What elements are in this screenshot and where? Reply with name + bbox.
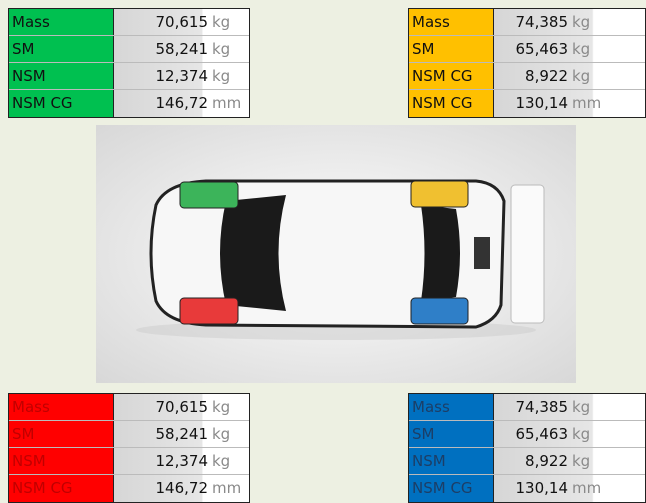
row-label: SM [409,421,494,447]
wheel-front-left [179,181,239,209]
row-label: NSM CG [9,90,114,117]
row-label: NSM [9,63,114,89]
table-row: NSM 12,374 kg [9,63,249,90]
value: 146,72 [155,479,209,497]
car-image [96,125,576,383]
table-row: NSM CG 146,72 mm [9,90,249,117]
value: 58,241 [155,40,209,58]
row-label: Mass [409,9,494,35]
row-label: NSM CG [409,475,494,502]
value-cell: 65,463 kg [494,36,645,62]
row-label: SM [9,421,114,447]
table-row: SM 65,463 kg [409,36,645,63]
unit: kg [212,67,231,85]
value: 65,463 [515,425,569,443]
unit: mm [572,94,602,112]
unit: kg [212,398,231,416]
value: 146,72 [155,94,209,112]
unit: kg [212,13,231,31]
value-cell: 70,615 kg [114,9,249,35]
table-row: Mass 70,615 kg [9,394,249,421]
unit: mm [212,94,242,112]
unit: kg [572,398,591,416]
value-cell: 12,374 kg [114,63,249,89]
table-row: Mass 74,385 kg [409,394,645,421]
vent [474,237,490,269]
unit: kg [572,425,591,443]
row-label: SM [9,36,114,62]
value-cell: 12,374 kg [114,448,249,474]
wheel-rear-left [410,297,469,325]
unit: kg [572,13,591,31]
row-label: NSM CG [9,475,114,502]
value-cell: 58,241 kg [114,36,249,62]
value-cell: 65,463 kg [494,421,645,447]
value: 58,241 [155,425,209,443]
rear-left-table: Mass 70,615 kg SM 58,241 kg NSM 12,374 kg NSM CG 1… [8,393,250,503]
unit: kg [572,67,591,85]
table-row: NSM 8,922 kg [409,448,645,475]
front-right-table: Mass 74,385 kg SM 65,463 kg NSM CG 8,922 kg NSM C… [408,8,646,118]
value-cell: 146,72 mm [114,475,249,502]
rear-right-table: Mass 74,385 kg SM 65,463 kg NSM 8,922 kg NSM CG 13… [408,393,646,503]
row-label: NSM CG [409,90,494,117]
table-row: SM 58,241 kg [9,421,249,448]
unit: kg [212,425,231,443]
table-row: NSM CG 8,922 kg [409,63,645,90]
value-cell: 74,385 kg [494,9,645,35]
value: 130,14 [515,479,569,497]
rear-window [421,205,460,301]
value: 70,615 [155,13,209,31]
value-cell: 130,14 mm [494,475,645,502]
row-label: NSM [409,448,494,474]
wheel-front-right [179,297,239,325]
table-row: NSM CG 130,14 mm [409,90,645,117]
value: 130,14 [515,94,569,112]
value-cell: 146,72 mm [114,90,249,117]
row-label: NSM [9,448,114,474]
row-label: Mass [9,394,114,420]
value-cell: 70,615 kg [114,394,249,420]
table-row: NSM CG 146,72 mm [9,475,249,502]
value-cell: 8,922 kg [494,448,645,474]
value: 8,922 [525,452,568,470]
windshield [220,195,286,311]
rear-wing [510,184,545,324]
value: 74,385 [515,13,569,31]
value: 74,385 [515,398,569,416]
unit: mm [212,479,242,497]
row-label: SM [409,36,494,62]
table-row: NSM CG 130,14 mm [409,475,645,502]
row-label: Mass [409,394,494,420]
unit: kg [212,452,231,470]
value: 70,615 [155,398,209,416]
unit: kg [572,452,591,470]
value: 12,374 [155,452,209,470]
value-cell: 74,385 kg [494,394,645,420]
front-left-table: Mass 70,615 kg SM 58,241 kg NSM 12,374 kg NSM CG 1… [8,8,250,118]
value: 65,463 [515,40,569,58]
value-cell: 58,241 kg [114,421,249,447]
table-row: Mass 70,615 kg [9,9,249,36]
row-label: NSM CG [409,63,494,89]
value-cell: 130,14 mm [494,90,645,117]
row-label: Mass [9,9,114,35]
unit: kg [572,40,591,58]
table-row: Mass 74,385 kg [409,9,645,36]
value-cell: 8,922 kg [494,63,645,89]
table-row: SM 65,463 kg [409,421,645,448]
table-row: NSM 12,374 kg [9,448,249,475]
unit: kg [212,40,231,58]
value: 12,374 [155,67,209,85]
table-row: SM 58,241 kg [9,36,249,63]
value: 8,922 [525,67,568,85]
wheel-rear-right [410,180,469,208]
unit: mm [572,479,602,497]
